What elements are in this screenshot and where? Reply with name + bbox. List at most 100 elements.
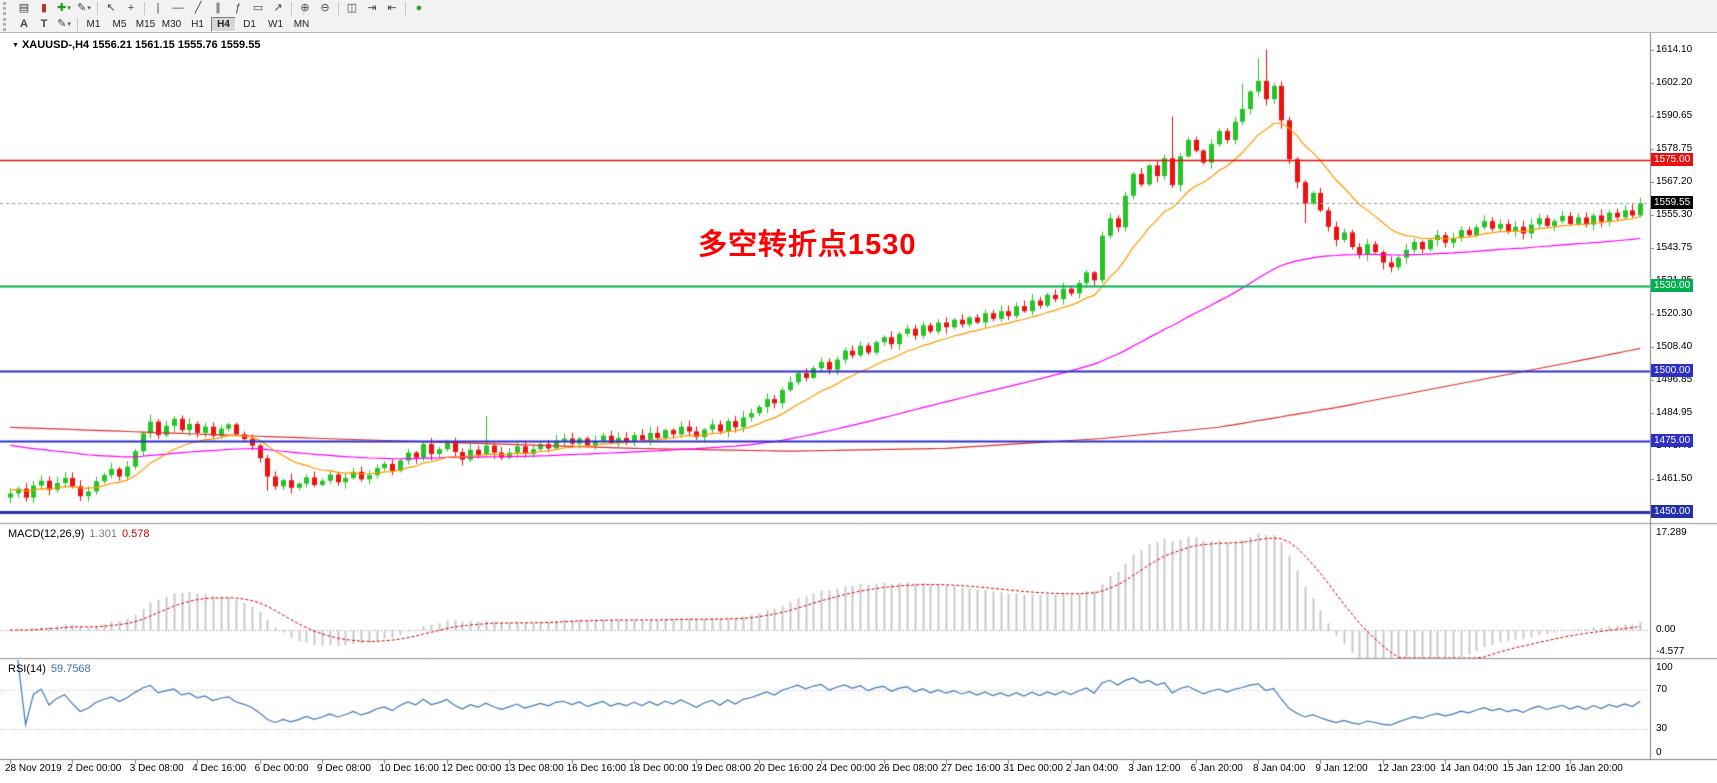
draw-tool-icon[interactable]: ✎ ▾: [54, 17, 74, 32]
panel-divider-rsi[interactable]: [0, 656, 1650, 661]
price-tick-label: 1508.40: [1656, 341, 1693, 352]
toolbar-grip[interactable]: [3, 17, 10, 31]
macd-signal-value: 0.578: [121, 528, 150, 540]
price-tick-label: 1602.20: [1656, 77, 1693, 88]
time-axis-label: 12 Jan 23:00: [1377, 763, 1436, 774]
price-scale[interactable]: 1614.10 1602.20 1590.65 1578.75 1567.20 1555.…: [1650, 0, 1717, 783]
toolbar-separator: [97, 1, 98, 15]
toolbar-separator: [405, 1, 406, 15]
trendline-icon[interactable]: ╱: [188, 1, 208, 16]
bar-chart-icon: ▮: [40, 1, 48, 14]
price-tick-label: 1484.95: [1656, 407, 1693, 418]
rsi-name: RSI(14): [8, 663, 46, 675]
vertical-line-icon[interactable]: |: [148, 1, 168, 16]
shapes-icon[interactable]: ▭: [248, 1, 268, 16]
arrows-icon[interactable]: ↗: [268, 1, 288, 16]
chart-shift-icon: ⇤: [387, 1, 397, 14]
label-tool-icon: T: [40, 17, 48, 30]
zoom-out-icon[interactable]: ⊖: [315, 1, 335, 16]
price-tag: 1575.00: [1651, 153, 1694, 166]
chart-title: ▼ XAUUSD-,H4 1556.21 1561.15 1555.76 1559…: [12, 39, 260, 51]
time-axis-label: 28 Nov 2019: [5, 763, 62, 774]
trendline-icon: ╱: [194, 1, 202, 14]
price-tag: 1500.00: [1651, 364, 1694, 377]
fibonacci-icon: ƒ: [234, 1, 242, 14]
time-axis-label: 8 Jan 04:00: [1253, 763, 1306, 774]
expert-advisor-icon[interactable]: ●: [409, 1, 429, 16]
price-tag: 1475.00: [1651, 434, 1694, 447]
price-tag: 1450.00: [1651, 505, 1694, 518]
new-order-icon: ✚: [57, 1, 67, 14]
arrows-icon: ↗: [273, 1, 283, 14]
dropdown-caret-icon: ▾: [67, 21, 71, 28]
text-tool-icon[interactable]: A: [14, 17, 34, 32]
templates-icon[interactable]: ✎ ▾: [74, 1, 94, 16]
time-axis[interactable]: 28 Nov 2019 2 Dec 00:00 3 Dec 08:00 4 Dec 1…: [0, 760, 1650, 783]
timeframe-m5-button[interactable]: M5: [112, 18, 127, 30]
label-tool-icon[interactable]: T: [34, 17, 54, 32]
bar-chart-icon[interactable]: ▮: [34, 1, 54, 16]
timeframe-d1-button[interactable]: D1: [243, 18, 256, 30]
panel-divider-macd[interactable]: [0, 521, 1650, 526]
price-tick-label: 1555.30: [1656, 209, 1693, 220]
time-axis-label: 26 Dec 08:00: [878, 763, 939, 774]
price-tick-label: 1461.50: [1656, 473, 1693, 484]
time-axis-label: 6 Jan 20:00: [1190, 763, 1243, 774]
time-axis-label: 2 Dec 00:00: [67, 763, 122, 774]
price-tag: 1530.00: [1651, 279, 1694, 292]
toolbar-separator: [144, 1, 145, 15]
rsi-tick-label: 30: [1656, 723, 1668, 734]
chart-window-icon: ▤: [18, 1, 30, 14]
toolbar-separator: [291, 1, 292, 15]
time-axis-label: 15 Jan 12:00: [1502, 763, 1561, 774]
time-axis-label: 12 Dec 00:00: [441, 763, 502, 774]
dropdown-caret-icon: ▾: [87, 5, 91, 12]
time-axis-label: 16 Jan 20:00: [1565, 763, 1623, 774]
auto-scroll-icon[interactable]: ⇥: [362, 1, 382, 16]
chart-annotation-text: 多空转折点1530: [698, 229, 917, 261]
price-tick-label: 1614.10: [1656, 44, 1693, 55]
channel-icon: ∥: [215, 1, 221, 14]
toolbar-grip[interactable]: [3, 1, 10, 15]
price-tick-label: 1567.20: [1656, 176, 1693, 187]
text-tool-icon: A: [20, 17, 28, 30]
dropdown-caret-icon: ▾: [67, 5, 71, 12]
toolbar-row-timeframes: A T ✎ ▾ M1 M5 M15 M30 H1 H4 D1 W1 MN: [0, 16, 1717, 32]
templates-icon: ✎: [77, 1, 87, 14]
timeframe-h1-button[interactable]: H1: [191, 18, 204, 30]
toolbar: ▤ ▮ ✚ ▾ ✎ ▾ ↖ + | — ╱ ∥ ƒ ▭ ↗ ⊕ ⊖ ◫ ⇥ ⇤ ● A T ✎ ▾ M1 M5 M15 M30 H1 H4…: [0, 0, 1717, 33]
timeframe-w1-button[interactable]: W1: [268, 18, 283, 30]
chart-window-icon[interactable]: ▤: [14, 1, 34, 16]
price-tick-label: 1496.85: [1656, 374, 1693, 385]
bid-price-tag: 1559.55: [1651, 196, 1694, 209]
crosshair-icon: +: [127, 1, 135, 14]
channel-icon[interactable]: ∥: [208, 1, 228, 16]
timeframe-mn-button[interactable]: MN: [293, 18, 310, 30]
timeframe-m15-button[interactable]: M15: [135, 18, 156, 30]
zoom-in-icon[interactable]: ⊕: [295, 1, 315, 16]
time-axis-label: 19 Dec 08:00: [691, 763, 751, 774]
horizontal-line-icon[interactable]: —: [168, 1, 188, 16]
cursor-icon[interactable]: ↖: [101, 1, 121, 16]
fibonacci-icon[interactable]: ƒ: [228, 1, 248, 16]
zoom-in-icon: ⊕: [300, 1, 310, 14]
rsi-tick-label: 70: [1656, 684, 1668, 695]
macd-tick-label: -4.577: [1656, 646, 1685, 657]
tile-windows-icon[interactable]: ◫: [342, 1, 362, 16]
timeframe-m30-button[interactable]: M30: [161, 18, 182, 30]
time-axis-label: 14 Jan 04:00: [1440, 763, 1499, 774]
time-axis-label: 13 Dec 08:00: [504, 763, 564, 774]
new-order-icon[interactable]: ✚ ▾: [54, 1, 74, 16]
chart-shift-icon[interactable]: ⇤: [382, 1, 402, 16]
timeframe-m1-button[interactable]: M1: [86, 18, 101, 30]
zoom-out-icon: ⊖: [320, 1, 330, 14]
timeframe-h4-button[interactable]: H4: [211, 16, 236, 32]
time-axis-label: 3 Dec 08:00: [129, 763, 184, 774]
crosshair-icon[interactable]: +: [121, 1, 141, 16]
time-axis-label: 2 Jan 04:00: [1065, 763, 1119, 774]
toolbar-separator: [338, 1, 339, 15]
time-axis-label: 6 Dec 00:00: [254, 763, 309, 774]
time-axis-label: 10 Dec 16:00: [379, 763, 439, 774]
